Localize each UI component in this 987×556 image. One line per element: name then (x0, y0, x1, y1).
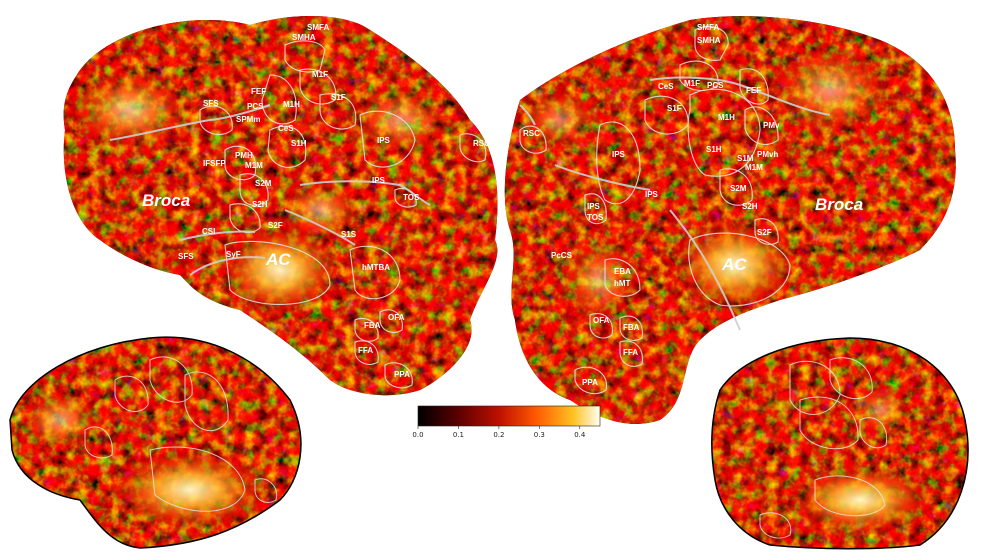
left-flatmap-roi-label: OFA (388, 313, 405, 322)
right-flatmap-roi-label: M1F (684, 79, 700, 88)
left-flatmap-roi-label: PPA (394, 370, 410, 379)
colorbar-tick-label: 0.0 (412, 431, 423, 439)
left-flatmap-roi-label: SFS (203, 99, 219, 108)
right-flatmap-roi-label: PMvh (757, 150, 778, 159)
right-flatmap-roi-label: S2F (757, 228, 772, 237)
left-flatmap-roi-label: PCS (247, 102, 264, 111)
colorbar-tick-label: 0.3 (534, 431, 545, 439)
right-flatmap-roi-labels: SMFA SMHA CeS M1F PCS S1F FEF M1H S1H RSC IPS IPS IP… (523, 23, 780, 387)
right-flatmap-roi-label: EBA (614, 267, 631, 276)
right-flatmap-roi-label: S2M (730, 184, 747, 193)
left-flatmap-roi-label: S2F (268, 221, 283, 230)
left-flatmap-roi-label: FFA (358, 346, 373, 355)
left-flatmap-roi-label: M1M (245, 161, 263, 170)
left-flatmap-roi-label: FEF (251, 87, 266, 96)
left-flatmap-roi-label: TOS (403, 193, 420, 202)
right-flatmap-roi-label: SMHA (697, 36, 721, 45)
left-hemisphere-inflated (9, 336, 302, 549)
left-flatmap-roi-label: M1H (283, 100, 300, 109)
left-flatmap-roi-label: SPMm (236, 115, 260, 124)
left-flatmap-roi-label: SMHA (292, 33, 316, 42)
left-flatmap-roi-label: S2M (255, 179, 272, 188)
colorbar-tick-label: 0.2 (493, 431, 504, 439)
left-flatmap-roi-label: M1F (312, 70, 328, 79)
right-flatmap-roi-label: S1H (706, 145, 722, 154)
right-flatmap-roi-label: TOS (587, 213, 604, 222)
right-flatmap-roi-label: PMv (763, 121, 780, 130)
right-flatmap-roi-label: IPS (587, 202, 601, 211)
left-flatmap-roi-label: IPS (377, 136, 391, 145)
left-flatmap-roi-label: CeS (278, 124, 294, 133)
right-flatmap-roi-label: S1M (737, 154, 754, 163)
right-flatmap-roi-label: M1H (718, 113, 735, 122)
colorbar: 0.0 0.1 0.2 0.3 0.4 (412, 405, 601, 439)
right-flatmap-roi-label: PcCS (551, 251, 573, 260)
left-flatmap-roi-label: FBA (364, 321, 381, 330)
right-hemisphere-inflated (710, 337, 969, 550)
left-flatmap-roi-label: S1H (291, 139, 307, 148)
right-flatmap-roi-label: hMT (614, 279, 631, 288)
right-flatmap-roi-label: RSC (523, 129, 540, 138)
left-flatmap-roi-label: S1F (331, 93, 346, 102)
right-flatmap-roi-label: S1F (667, 104, 682, 113)
right-flatmap-roi-label: S2H (742, 202, 758, 211)
colorbar-tick-label: 0.4 (574, 431, 586, 439)
right-flatmap-roi-label: IPS (612, 150, 626, 159)
left-flatmap-roi-label: CSI (202, 227, 215, 236)
right-ac-label: AC (721, 255, 747, 274)
right-flatmap-roi-label: SMFA (697, 23, 719, 32)
right-flatmap-roi-label: CeS (658, 82, 674, 91)
right-flatmap-roi-label: OFA (593, 316, 610, 325)
colorbar-ticks: 0.0 0.1 0.2 0.3 0.4 (412, 426, 586, 439)
left-flatmap-roi-label: IFSFP (203, 159, 226, 168)
right-flatmap-roi-label: PPA (582, 378, 598, 387)
colorbar-tick-label: 0.1 (453, 431, 464, 439)
left-broca-label: Broca (142, 191, 190, 210)
left-flatmap-roi-label: PMH (235, 151, 253, 160)
right-flatmap-roi-label: IPS (645, 190, 659, 199)
right-broca-label: Broca (815, 195, 863, 214)
left-flatmap-roi-label: SyF (226, 250, 241, 259)
right-flatmap-roi-label: FBA (623, 323, 640, 332)
left-flatmap-roi-label: hMTBA (362, 263, 390, 272)
left-ac-label: AC (265, 250, 291, 269)
right-flatmap-roi-label: FEF (746, 86, 761, 95)
left-flatmap-roi-label: IPS (372, 176, 386, 185)
right-flatmap-roi-label: PCS (707, 81, 724, 90)
colorbar-gradient (417, 405, 601, 427)
left-flatmap-roi-label: S1S (341, 230, 357, 239)
left-flatmap-roi-label: RSC (473, 139, 490, 148)
right-flatmap-roi-label: FFA (623, 348, 638, 357)
right-flatmap-roi-label: M1M (745, 163, 763, 172)
left-flatmap-roi-label: S2H (252, 200, 268, 209)
left-flatmap-roi-label: SFS (178, 252, 194, 261)
left-flatmap-roi-label: SMFA (307, 23, 329, 32)
